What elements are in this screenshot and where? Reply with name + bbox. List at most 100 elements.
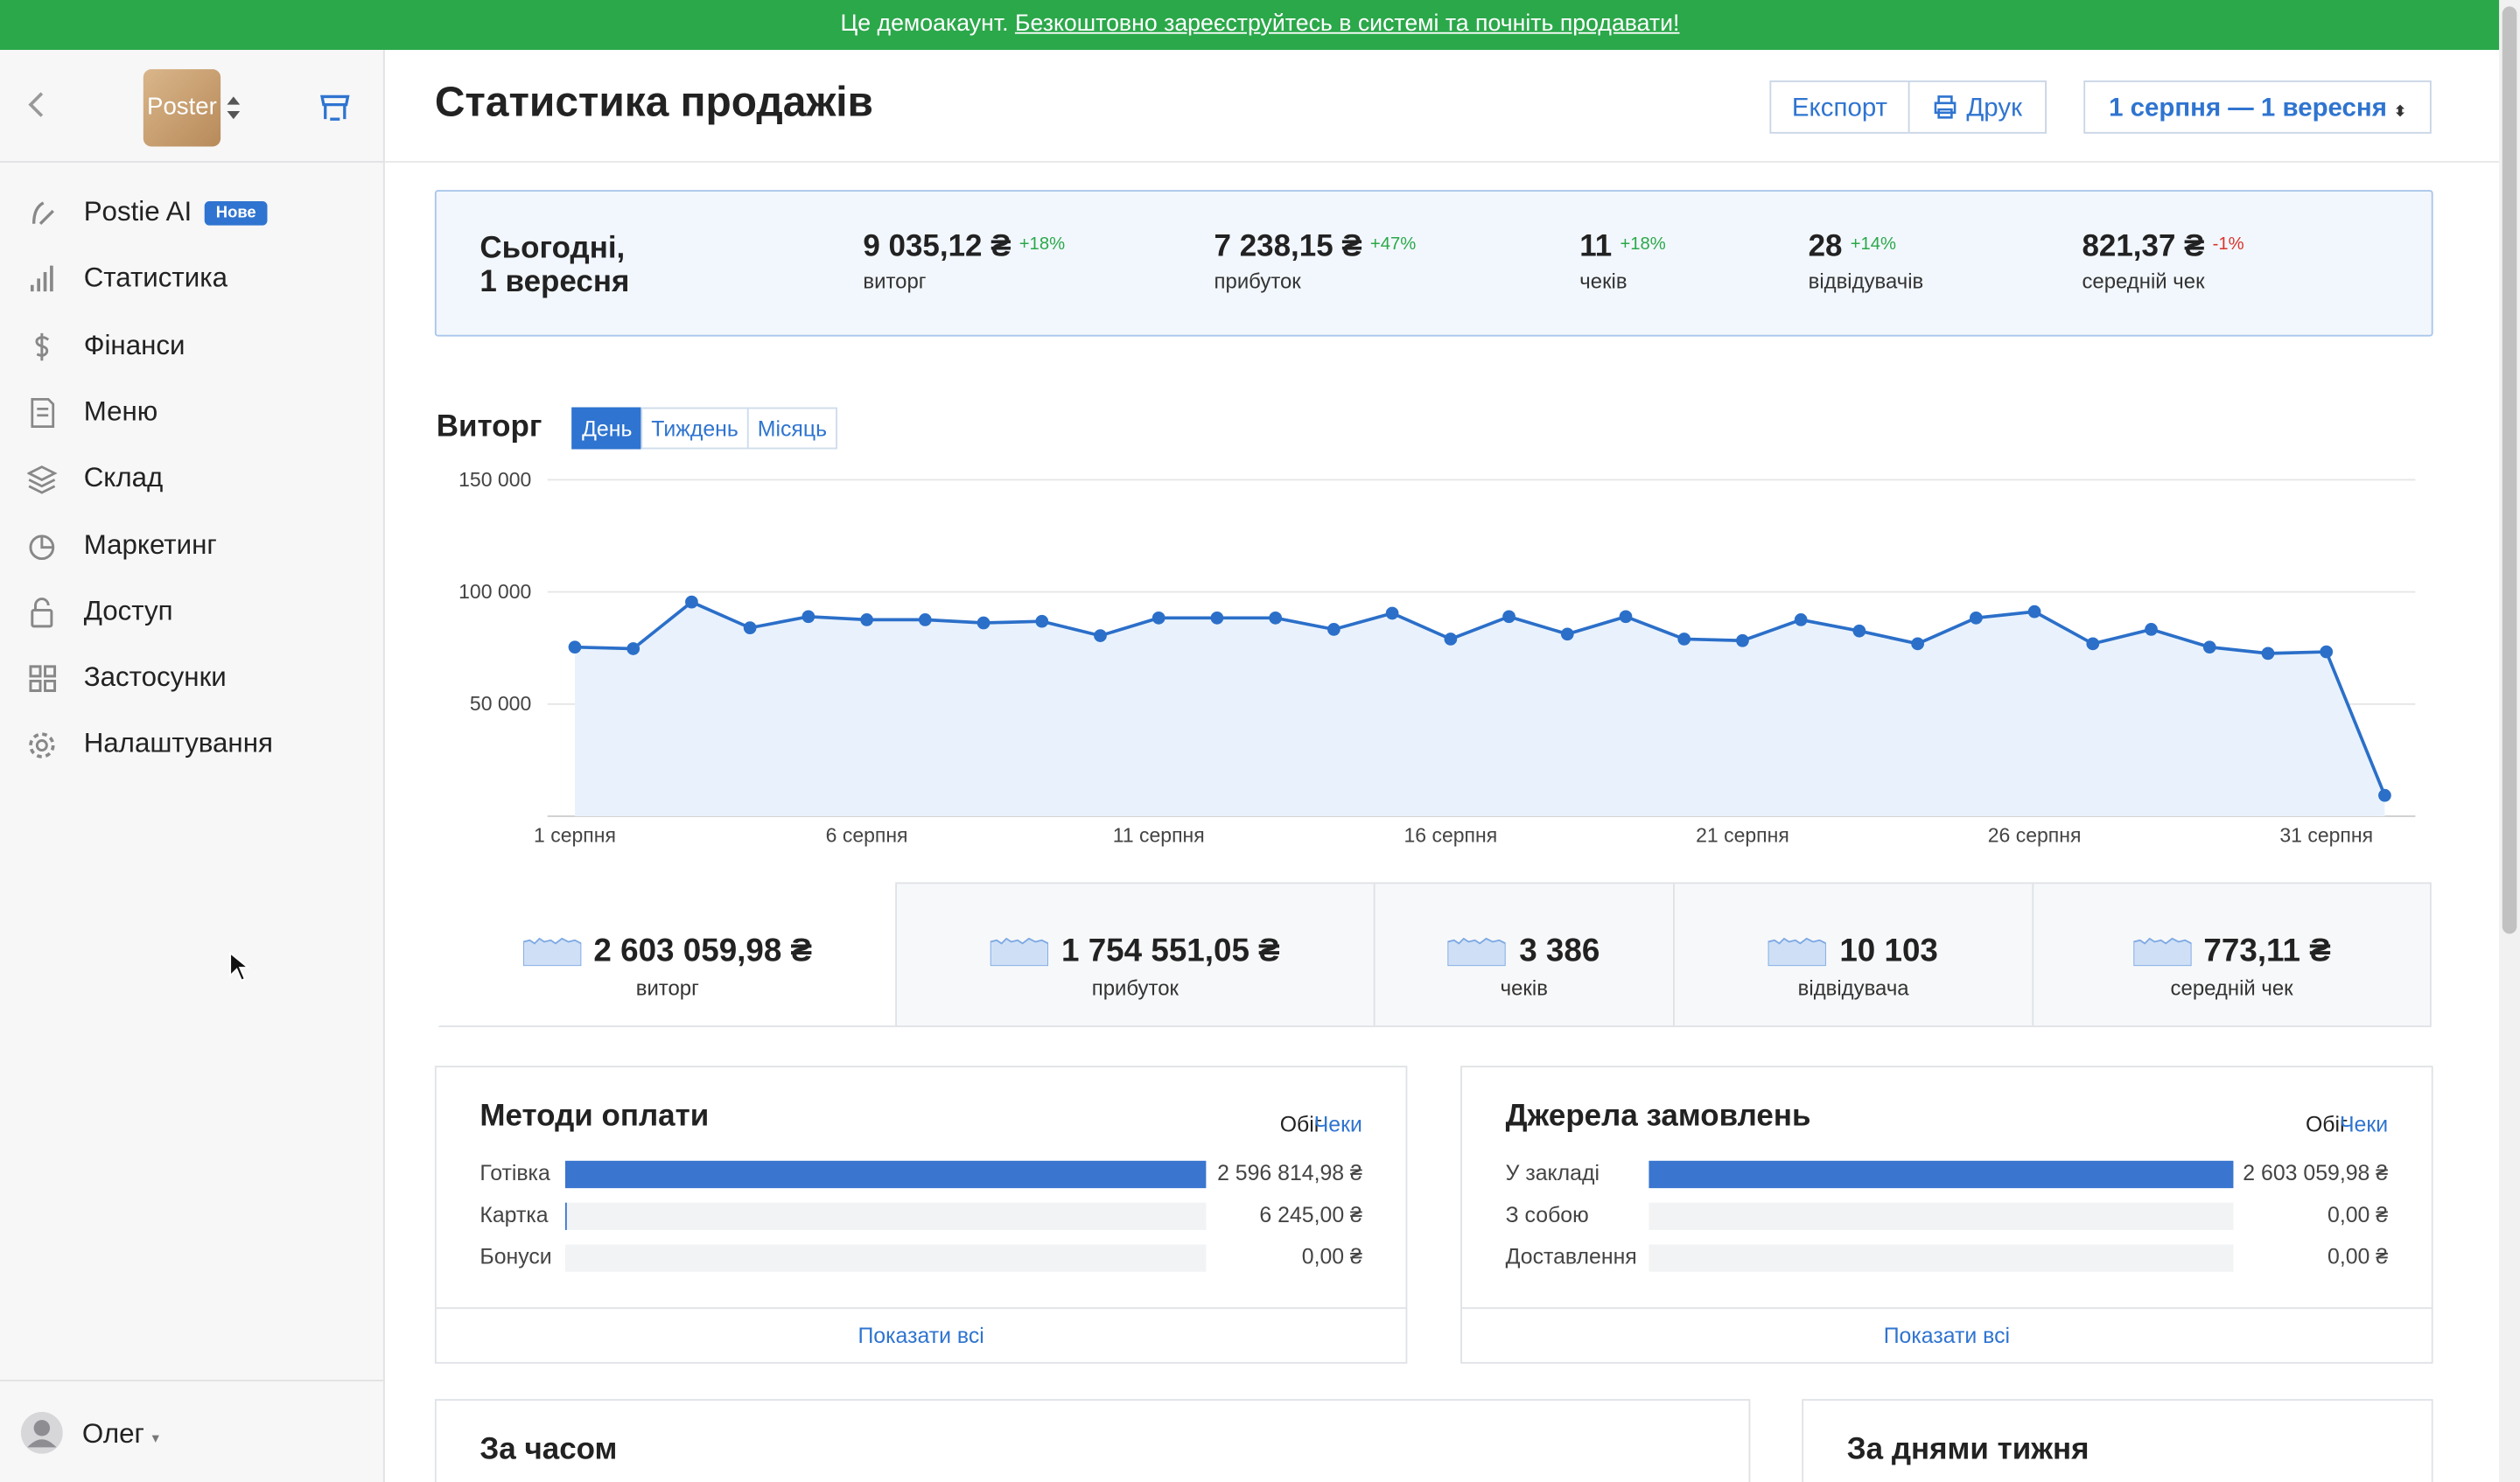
show-all[interactable]: Показати всі [1461, 1307, 2432, 1362]
date-range-text: 1 серпня — 1 вересня [2109, 94, 2387, 122]
metric-value: 11 [1579, 230, 1613, 264]
x-tick-label: 31 серпня [2279, 823, 2373, 846]
point [568, 640, 582, 654]
bar-track [564, 1202, 1207, 1230]
metric-label: чеків [1579, 269, 1628, 293]
nav-item[interactable]: Фінанси [0, 317, 383, 374]
toggle-checks[interactable]: Чеки [1313, 1112, 1362, 1137]
total-value: 3 386 [1519, 933, 1600, 969]
show-all[interactable]: Показати всі [436, 1307, 1406, 1362]
nav-icon [29, 534, 55, 560]
nav-icon [31, 597, 53, 627]
metric-row: 821,37 ₴ -1% [2082, 230, 2244, 265]
bar-track [1648, 1244, 2234, 1272]
metric-row: 28 +14% [1809, 230, 1924, 265]
nav-icon [32, 201, 54, 225]
nav-item[interactable]: Postie AI Нове [0, 184, 383, 241]
nav-label: Меню [84, 396, 158, 429]
x-tick-label: 6 серпня [826, 823, 908, 846]
point [2145, 623, 2158, 636]
logo-switch[interactable] [226, 95, 242, 121]
nav-item[interactable]: Статистика [0, 250, 383, 308]
toggle-turnover[interactable]: Обіг [2305, 1112, 2348, 1137]
metric-label: відвідувачів [1808, 269, 1924, 293]
nav-text: Статистика [83, 262, 228, 294]
store-icon[interactable] [318, 92, 351, 124]
row-value: 2 603 059,98 ₴ [2243, 1160, 2389, 1185]
nav-icon [27, 465, 58, 495]
nav-item[interactable]: Маркетинг [0, 516, 383, 574]
metric-row: 9 035,12 ₴ +18% [863, 230, 1065, 265]
metric-change: -1% [2212, 234, 2244, 255]
date-range[interactable]: 1 серпня — 1 вересня ⬍ [2083, 80, 2432, 134]
nav-item[interactable]: Доступ [0, 583, 383, 640]
point [1269, 611, 1283, 625]
point [976, 616, 990, 630]
tab[interactable]: Тиждень [640, 407, 749, 450]
sparkline-icon [1447, 937, 1508, 968]
sparkline-icon [1768, 937, 1828, 968]
nav-item[interactable]: Застосунки [0, 649, 383, 707]
metric: 9 035,12 ₴ +18% виторг [863, 230, 1065, 293]
metric: 11 +18% чеків [1579, 230, 1666, 293]
point [1385, 606, 1399, 620]
bar [564, 1202, 567, 1230]
nav-label: Postie AI Нове [84, 197, 268, 229]
total-card[interactable]: 1 754 551,05 ₴ прибуток [895, 882, 1376, 1028]
nav-text: Доступ [83, 595, 173, 626]
point [685, 595, 698, 609]
point [1560, 627, 1574, 641]
row-value: 0,00 ₴ [1301, 1244, 1362, 1269]
point [2027, 605, 2041, 619]
point [860, 613, 873, 626]
scroll-thumb[interactable] [2502, 6, 2517, 934]
divider [0, 161, 383, 163]
nav-item[interactable]: Склад [0, 450, 383, 507]
nav-label: Склад [84, 462, 164, 494]
point [1794, 613, 1808, 626]
today-line: 1 вересня [480, 265, 630, 300]
panel-title: Джерела замовлень [1505, 1099, 1811, 1134]
total-card[interactable]: 773,11 ₴ середній чек [2032, 882, 2432, 1028]
tab[interactable]: Місяць [746, 407, 837, 450]
metric-value: 821,37 ₴ [2082, 230, 2205, 264]
metric-change: +47% [1369, 234, 1417, 255]
nav-label: Статистика [84, 263, 228, 296]
toggle-turnover[interactable]: Обіг [1279, 1112, 1322, 1137]
user-name[interactable]: Олег ▾ [81, 1418, 159, 1450]
row-label: З собою [1505, 1202, 1589, 1227]
bar-track [1648, 1202, 2234, 1230]
total-card[interactable]: 3 386 чеків [1373, 882, 1675, 1028]
nav-text: Застосунки [83, 661, 227, 693]
nav-item[interactable]: Меню [0, 383, 383, 441]
x-tick-label: 11 серпня [1113, 823, 1205, 846]
point [1677, 633, 1691, 646]
nav-text: Postie AI [83, 196, 192, 227]
nav-badge: Нове [204, 201, 268, 226]
y-tick-label: 50 000 [470, 692, 531, 715]
today-box: Сьогодні, 1 вересня 9 035,12 ₴ +18% виторг 7… [434, 190, 2433, 337]
logo[interactable]: Poster [143, 69, 221, 147]
sources-panel: Джерела замовлень Обіг Чеки У закладі 2 603 … [1460, 1066, 2433, 1364]
row-label: Готівка [480, 1160, 550, 1185]
print-button[interactable]: Друк [1908, 80, 2047, 134]
export-button[interactable]: Експорт [1769, 80, 1910, 134]
by-time-panel: За часом [434, 1399, 1751, 1482]
back-button[interactable] [25, 88, 48, 121]
register-link[interactable]: Безкоштовно зареєструйтесь в системі та … [1014, 10, 1680, 38]
nav-text: Маркетинг [83, 528, 217, 560]
metric-change: +18% [1018, 234, 1066, 255]
toggle-checks[interactable]: Чеки [2339, 1112, 2389, 1137]
user-text: Олег [81, 1418, 144, 1450]
sidebar: Poster Postie AI Нове Статистика Фінанси Мен… [0, 50, 385, 1482]
tab[interactable]: День [571, 407, 643, 450]
avatar[interactable] [20, 1411, 63, 1454]
panel-title: За часом [480, 1432, 618, 1467]
nav-item[interactable]: Налаштування [0, 716, 383, 773]
nav-label: Фінанси [84, 330, 186, 362]
x-tick-label: 21 серпня [1696, 823, 1789, 846]
x-tick-label: 26 серпня [1988, 823, 2082, 846]
total-card[interactable]: 2 603 059,98 ₴ виторг [438, 882, 898, 1028]
total-card[interactable]: 10 103 відвідувача [1673, 882, 2034, 1028]
